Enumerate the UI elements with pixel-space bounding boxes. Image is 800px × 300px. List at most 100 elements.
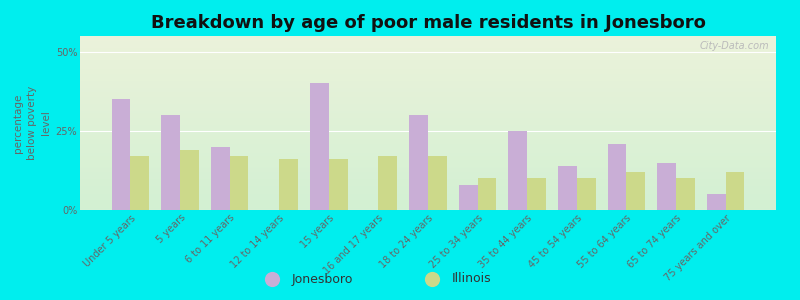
Bar	[80, 83, 776, 85]
Bar	[80, 62, 776, 64]
Bar	[80, 40, 776, 41]
Text: Jonesboro: Jonesboro	[292, 272, 354, 286]
Bar	[80, 74, 776, 76]
Bar	[527, 178, 546, 210]
Bar	[80, 142, 776, 144]
Bar	[80, 188, 776, 189]
Bar	[80, 121, 776, 123]
Bar	[80, 86, 776, 88]
Bar	[80, 45, 776, 46]
Bar	[80, 92, 776, 93]
Bar	[80, 90, 776, 92]
Bar	[80, 186, 776, 188]
Bar	[80, 93, 776, 95]
Bar	[508, 131, 527, 210]
Bar	[80, 134, 776, 135]
Bar	[80, 46, 776, 48]
Bar	[80, 125, 776, 127]
Bar	[80, 167, 776, 168]
Bar	[80, 153, 776, 154]
Bar	[478, 178, 497, 210]
Bar	[726, 172, 744, 210]
Bar	[80, 95, 776, 97]
Bar	[80, 154, 776, 156]
Bar	[80, 182, 776, 184]
Bar	[80, 161, 776, 163]
Bar	[80, 50, 776, 52]
Bar	[80, 85, 776, 86]
Bar	[428, 156, 447, 210]
Bar	[80, 130, 776, 132]
Bar	[80, 102, 776, 104]
Bar	[80, 38, 776, 40]
Bar	[80, 144, 776, 146]
Bar	[80, 191, 776, 193]
Bar	[607, 144, 626, 210]
Bar	[80, 57, 776, 58]
Bar	[80, 52, 776, 53]
Bar	[80, 160, 776, 161]
Bar	[657, 163, 676, 210]
Bar	[80, 156, 776, 158]
Bar	[80, 203, 776, 205]
Bar	[80, 158, 776, 160]
Bar	[80, 104, 776, 106]
Bar	[80, 198, 776, 200]
Bar	[80, 67, 776, 69]
Bar	[80, 201, 776, 203]
Bar	[80, 123, 776, 125]
Bar	[80, 107, 776, 109]
Bar	[80, 69, 776, 71]
Bar	[80, 165, 776, 167]
Bar	[80, 55, 776, 57]
Bar	[80, 64, 776, 66]
Title: Breakdown by age of poor male residents in Jonesboro: Breakdown by age of poor male residents …	[150, 14, 706, 32]
Bar	[80, 76, 776, 78]
Bar	[80, 193, 776, 194]
Bar	[80, 119, 776, 121]
Bar	[80, 100, 776, 102]
Bar	[80, 200, 776, 201]
Bar	[80, 177, 776, 179]
Bar	[80, 206, 776, 208]
Bar	[378, 156, 398, 210]
Bar	[80, 114, 776, 116]
Text: Illinois: Illinois	[452, 272, 492, 286]
Bar	[80, 36, 776, 38]
Bar	[230, 156, 249, 210]
Bar	[80, 135, 776, 137]
Bar	[80, 194, 776, 196]
Bar	[80, 97, 776, 99]
Bar	[80, 53, 776, 55]
Bar	[80, 196, 776, 198]
Bar	[80, 170, 776, 172]
Bar	[558, 166, 577, 210]
Bar	[80, 78, 776, 80]
Bar	[577, 178, 596, 210]
Bar	[80, 180, 776, 182]
Bar	[80, 139, 776, 140]
Bar	[329, 159, 348, 210]
Bar	[112, 99, 130, 210]
Bar	[80, 116, 776, 118]
Bar	[80, 132, 776, 134]
Bar	[80, 128, 776, 130]
Bar	[80, 106, 776, 107]
Bar	[80, 137, 776, 139]
Bar	[211, 147, 230, 210]
Point	[266, 277, 278, 281]
Bar	[80, 43, 776, 45]
Bar	[130, 156, 150, 210]
Bar	[80, 127, 776, 128]
Bar	[80, 88, 776, 90]
Bar	[310, 83, 329, 210]
Bar	[80, 111, 776, 112]
Bar	[80, 205, 776, 206]
Bar	[80, 99, 776, 100]
Bar	[80, 112, 776, 114]
Bar	[80, 184, 776, 186]
Bar	[80, 140, 776, 142]
Bar	[458, 185, 478, 210]
Bar	[80, 80, 776, 81]
Bar	[80, 73, 776, 74]
